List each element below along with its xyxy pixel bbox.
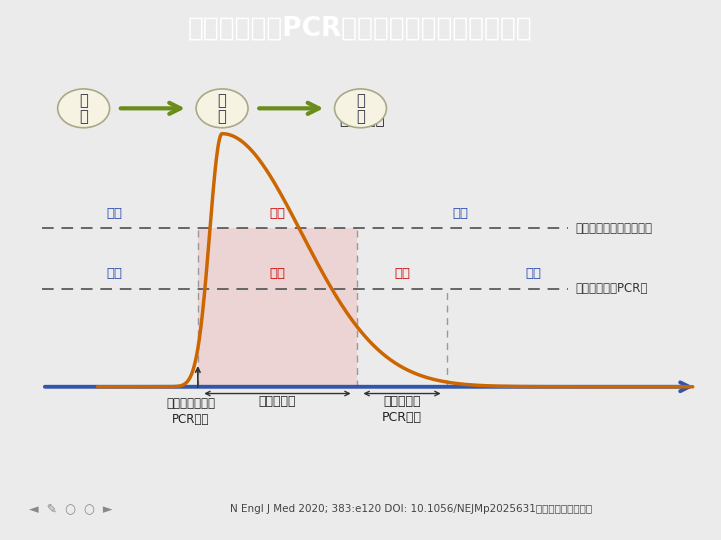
Bar	[198, 228, 357, 387]
Text: 陰性: 陰性	[526, 267, 541, 280]
Text: 感
染: 感 染	[79, 93, 88, 124]
Text: ◄  ✎  ○  ○  ►: ◄ ✎ ○ ○ ►	[29, 502, 112, 515]
Text: 陽性: 陽性	[270, 207, 286, 220]
Ellipse shape	[196, 89, 248, 128]
Text: 陰性: 陰性	[107, 207, 123, 220]
Text: ウイルス量: ウイルス量	[340, 113, 385, 127]
Text: 陰性: 陰性	[453, 207, 469, 220]
Text: まだ感染性なし
PCR陽性: まだ感染性なし PCR陽性	[167, 397, 216, 426]
Text: 陽性: 陽性	[270, 267, 286, 280]
Text: 軽
快: 軽 快	[356, 93, 365, 124]
Text: ウイルス量とPCR検査、抗原定性検査の感度: ウイルス量とPCR検査、抗原定性検査の感度	[188, 15, 533, 42]
Ellipse shape	[58, 89, 110, 128]
Text: 陰性: 陰性	[107, 267, 123, 280]
Text: 感染性あり: 感染性あり	[259, 395, 296, 408]
Ellipse shape	[335, 89, 386, 128]
Text: 陽性: 陽性	[394, 267, 410, 280]
Text: N Engl J Med 2020; 383:e120 DOI: 10.1056/NEJMp2025631　をもとに高山作図: N Engl J Med 2020; 383:e120 DOI: 10.1056…	[230, 504, 592, 514]
Text: 発
症: 発 症	[218, 93, 226, 124]
Text: 高感度検査（PCR）: 高感度検査（PCR）	[575, 282, 647, 295]
Text: 感染性なし
PCR陽性: 感染性なし PCR陽性	[382, 395, 422, 424]
Text: 低感度検査（抗原定性）: 低感度検査（抗原定性）	[575, 221, 652, 235]
